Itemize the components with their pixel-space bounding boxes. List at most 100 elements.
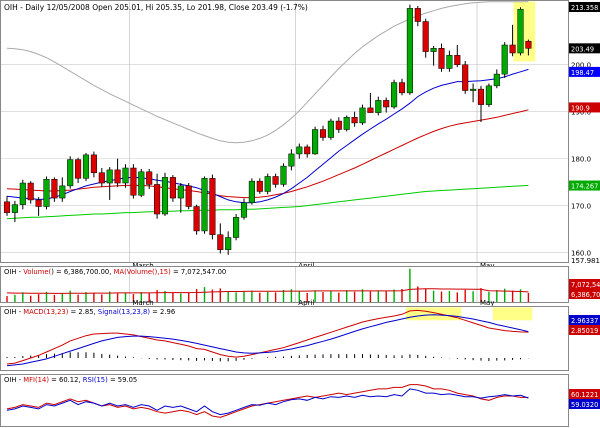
candle-body — [248, 180, 255, 204]
candle-body — [470, 88, 477, 91]
candle-body — [327, 120, 334, 138]
candle-body — [375, 100, 382, 113]
candle-body — [406, 8, 413, 94]
macd-histogram — [6, 352, 529, 362]
macd-badge-bg — [569, 325, 600, 335]
macd-line — [6, 309, 529, 365]
price-badge: 190.9 — [571, 104, 590, 112]
candle-body — [312, 129, 319, 155]
volume-badges: 7,072,54 6,386,70 — [569, 279, 600, 299]
macd-header: OIH - MACD(13,23) = 2.85, Signal(13,23,8… — [4, 308, 175, 316]
candle-body — [130, 167, 137, 196]
candle-body — [138, 171, 145, 196]
candle-body — [35, 199, 42, 207]
candle-body — [209, 178, 216, 235]
mfi-rsi-badges: 60.1221 59.0320 — [569, 389, 600, 409]
macd-panel: OIH - MACD(13,23) = 2.85, Signal(13,23,8… — [0, 306, 600, 371]
volume-panel: March April May OIH - Volume() = 6,386,700… — [0, 266, 600, 307]
candle-body — [161, 177, 169, 215]
candle-body — [154, 184, 161, 215]
price-tick-label: 200.0 — [571, 62, 591, 70]
price-tick-label: 170.0 — [571, 203, 591, 211]
candle-body — [304, 146, 311, 155]
mfi-badge: 60.1221 — [571, 391, 598, 399]
price-month-lines — [129, 2, 478, 262]
price-tick-label: 160.0 — [571, 250, 591, 258]
macd-badges: 2.96337 2.85019 — [569, 315, 600, 335]
candle-body — [462, 64, 469, 91]
price-tick-label: 190.0 — [571, 109, 591, 117]
candle-body — [438, 48, 445, 69]
candle-body — [351, 117, 358, 124]
candle-body — [414, 8, 421, 22]
price-badge: 198.47 — [571, 69, 594, 77]
candle-body — [3, 201, 11, 213]
price-header: OIH - Daily 12/05/2008 Open 205.01, Hi 2… — [4, 3, 308, 12]
rsi-badge: 59.0320 — [571, 401, 598, 409]
macd-panel-frame — [0, 306, 569, 371]
price-min-label: 157.981 — [571, 257, 600, 265]
candle-body — [27, 182, 34, 201]
macd-badge: 2.85019 — [571, 327, 598, 335]
mfi-rsi-header: OIH - MFI(14) = 60.12, RSI(15) = 59.05 — [4, 376, 137, 384]
candle-body — [193, 206, 200, 232]
candle-body — [106, 169, 113, 184]
candle-body — [264, 176, 271, 192]
candle-body — [82, 154, 90, 179]
price-panel-frame — [0, 0, 569, 263]
candle-body — [59, 185, 66, 199]
candle-body — [280, 165, 287, 185]
candle-body — [509, 44, 516, 54]
ma-fast-line — [6, 68, 529, 204]
volume-badge: 6,386,70 — [571, 291, 600, 299]
candle-body — [122, 167, 129, 184]
volume-x-axis: March April May — [132, 299, 494, 307]
price-last-badge-bg — [569, 2, 600, 12]
volume-month-label: March — [132, 299, 153, 307]
candle-body — [256, 180, 263, 192]
volume-ma-badge: 7,072,54 — [571, 281, 600, 289]
candle-body — [43, 179, 50, 207]
price-badge-bg — [569, 43, 600, 54]
candle-body — [217, 234, 224, 250]
rsi-badge-bg — [569, 399, 600, 409]
candle-body — [422, 21, 429, 52]
candle-body — [446, 55, 453, 69]
rsi-line — [6, 388, 529, 416]
candle-body — [67, 159, 74, 187]
candle-body — [185, 185, 192, 207]
signal-badge: 2.96337 — [571, 317, 598, 325]
price-badge-bg — [569, 66, 600, 77]
candle-body — [19, 182, 26, 205]
candle-body — [493, 73, 500, 87]
candle-body — [11, 204, 18, 213]
candle-body — [233, 217, 240, 238]
candle-body — [75, 159, 82, 179]
volume-month-lines — [129, 267, 478, 302]
candle-body — [430, 48, 437, 52]
candle-body — [335, 120, 342, 130]
highlight-box — [513, 1, 536, 62]
candle-body — [517, 9, 524, 54]
candle-body — [477, 88, 485, 105]
candle-body — [146, 171, 153, 185]
signal-line — [6, 314, 529, 367]
candle-body — [240, 202, 248, 218]
volume-header: OIH - Volume() = 6,386,700.00, MA(Volume… — [4, 268, 226, 276]
volume-panel-frame — [0, 266, 569, 303]
candle-body — [319, 129, 327, 138]
candle-body — [343, 117, 350, 130]
candle-body — [383, 100, 390, 108]
price-badge: 203.49 — [571, 45, 594, 53]
candle-body — [288, 153, 295, 167]
candle-body — [525, 40, 532, 49]
envelope-line — [6, 1, 529, 144]
candle-body — [454, 55, 461, 65]
mfi-rsi-panel: OIH - MFI(14) = 60.12, RSI(15) = 59.05 6… — [0, 374, 600, 427]
signal-badge-bg — [569, 315, 600, 325]
candle-body — [169, 177, 176, 199]
price-y-axis: 160.0 170.0 180.0 190.0 200.0 157.981 213.358 2… — [569, 2, 600, 265]
